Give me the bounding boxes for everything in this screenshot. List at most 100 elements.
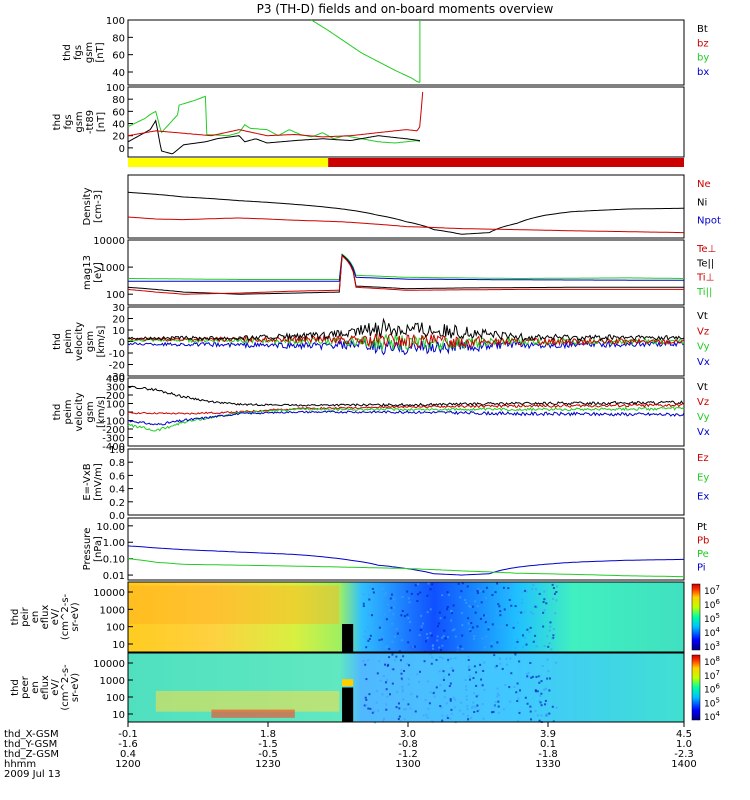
spectrogram-band xyxy=(128,585,340,624)
spectrogram-pixel xyxy=(429,632,432,635)
spectrogram-pixel xyxy=(385,618,388,621)
spectrogram-pixel xyxy=(425,640,428,643)
legend-entry: Vt xyxy=(697,382,708,393)
spectrogram-pixel xyxy=(391,653,394,656)
spectrogram-pixel xyxy=(473,692,476,695)
spectrogram-pixel xyxy=(362,602,365,605)
spectrogram-pixel xyxy=(497,711,500,714)
spectrogram-pixel xyxy=(362,593,365,596)
spectrogram-pixel xyxy=(478,708,481,711)
spectrogram-pixel xyxy=(469,606,472,609)
spectrogram-pixel xyxy=(439,648,442,651)
spectrogram-pixel xyxy=(439,684,442,687)
y-tick-label: 0.8 xyxy=(109,458,125,469)
spectrogram-pixel xyxy=(431,583,434,586)
y-axis-label: (cm^2-s- xyxy=(60,664,71,711)
spectrogram-pixel xyxy=(476,710,479,713)
spectrogram-pixel xyxy=(481,637,484,640)
y-tick-label: -20 xyxy=(109,361,125,372)
spectrogram-pixel xyxy=(535,645,538,648)
spectrogram-pixel xyxy=(453,706,456,709)
spectrogram-pixel xyxy=(474,706,477,709)
panel-frame xyxy=(127,19,685,86)
y-axis-label: gsm xyxy=(84,42,95,63)
spectrogram-pixel xyxy=(414,710,417,713)
spectrogram-pixel xyxy=(399,720,402,723)
spectrogram-pixel xyxy=(467,617,470,620)
spectrogram-pixel xyxy=(444,637,447,640)
spectrogram-pixel xyxy=(521,602,524,605)
spectrogram-pixel xyxy=(456,646,459,649)
panel-frame xyxy=(127,174,685,239)
spectrogram-pixel xyxy=(422,622,425,625)
spectrogram-pixel xyxy=(393,598,396,601)
spectrogram-pixel xyxy=(385,646,388,649)
y-tick-label: 10 xyxy=(112,710,125,721)
y-axis-label: [eV] xyxy=(93,262,104,283)
spectrogram-pixel xyxy=(464,678,467,681)
spectrogram-pixel xyxy=(375,701,378,704)
spectrogram-pixel xyxy=(502,627,505,630)
spectrogram-pixel xyxy=(449,657,452,660)
spectrogram-pixel xyxy=(452,696,455,699)
spectrogram-pixel xyxy=(464,598,467,601)
x-axis-value: 1200 xyxy=(115,759,140,770)
y-axis-label: [cm-3] xyxy=(93,190,104,223)
y-tick-label: 40 xyxy=(112,68,125,79)
y-axis-label: (cm^2-s- xyxy=(60,593,71,640)
y-axis-label: [km/s] xyxy=(96,325,107,357)
data-gap xyxy=(342,687,354,722)
y-axis-label: [nT] xyxy=(95,42,106,62)
spectrogram-pixel xyxy=(495,664,498,667)
spectrogram-pixel xyxy=(388,656,391,659)
spectrogram-pixel xyxy=(365,704,368,707)
spectrogram-pixel xyxy=(494,701,497,704)
spectrogram-pixel xyxy=(476,625,479,628)
spectrogram-pixel xyxy=(372,591,375,594)
spectrogram-pixel xyxy=(493,654,496,657)
spectrogram-pixel xyxy=(554,612,557,615)
spectrogram-pixel xyxy=(392,606,395,609)
spectrogram-pixel xyxy=(459,596,462,599)
spectrogram-pixel xyxy=(481,684,484,687)
spectrogram-pixel xyxy=(526,628,529,631)
x-axis-value: -1.6 xyxy=(118,739,138,750)
spectrogram-pixel xyxy=(389,597,392,600)
spectrogram-pixel xyxy=(443,629,446,632)
spectrogram-pixel xyxy=(548,629,551,632)
spectrogram-pixel xyxy=(466,585,469,588)
spectrogram-pixel xyxy=(401,610,404,613)
spectrogram-pixel xyxy=(380,638,383,641)
panel-9: 10.00 1.00 0.10 0.01 Pressure [nPa] Pt Pb Pe Pi xyxy=(82,517,709,582)
spectrogram-pixel xyxy=(521,645,524,648)
y-tick-label: 400 xyxy=(106,374,125,385)
spectrogram-pixel xyxy=(426,636,429,639)
spectrogram-pixel xyxy=(545,687,548,690)
spectrogram-pixel xyxy=(382,675,385,678)
spectrogram-pixel xyxy=(403,718,406,721)
y-tick-label: 10000 xyxy=(93,236,125,247)
spectrogram-pixel xyxy=(426,716,429,719)
spectrogram-pixel xyxy=(544,703,547,706)
spectrogram-pixel xyxy=(441,644,444,647)
y-axis-label: gsm xyxy=(74,111,85,132)
spectrogram-pixel xyxy=(482,717,485,720)
series-line-vz xyxy=(127,402,685,415)
spectrogram-pixel xyxy=(467,718,470,721)
spectrogram-pixel xyxy=(364,630,367,633)
spectrogram-pixel xyxy=(436,635,439,638)
spectrogram-pixel xyxy=(494,591,497,594)
y-tick-label: 10000 xyxy=(93,588,125,599)
colorbar-label: 108 xyxy=(704,655,720,668)
spectrogram-pixel xyxy=(530,676,533,679)
spectrogram-pixel xyxy=(545,714,548,717)
spectrogram-pixel xyxy=(499,657,502,660)
spectrogram-pixel xyxy=(404,708,407,711)
spectrogram-pixel xyxy=(382,719,385,722)
spectrogram-pixel xyxy=(519,689,522,692)
spectrogram-pixel xyxy=(468,668,471,671)
spectrogram-pixel xyxy=(365,638,368,641)
spectrogram-pixel xyxy=(367,707,370,710)
spectrogram-pixel xyxy=(483,661,486,664)
spectrogram-pixel xyxy=(546,658,549,661)
